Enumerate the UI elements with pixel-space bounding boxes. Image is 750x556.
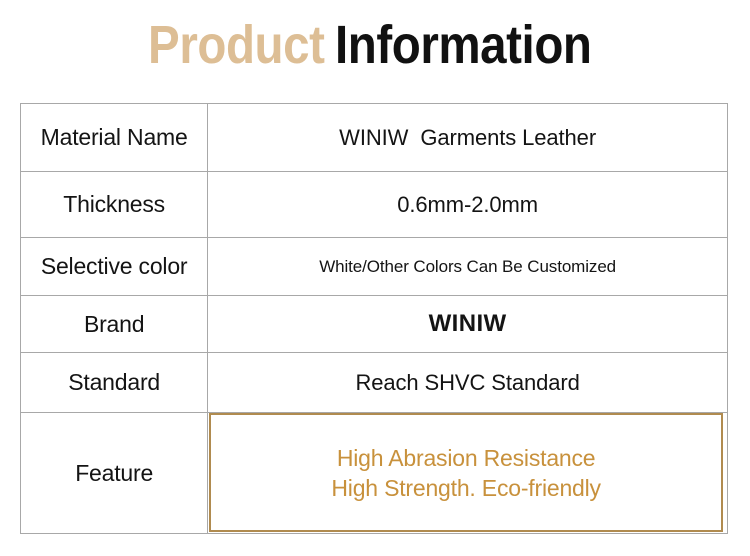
spec-label-feature: Feature	[19, 412, 209, 534]
table-row: Selective color White/Other Colors Can B…	[19, 237, 728, 296]
product-spec-table: Material Name WINIW Garments Leather Thi…	[19, 103, 728, 534]
spec-value-feature-cell: High Abrasion Resistance High Strength. …	[207, 412, 728, 534]
table-row: Brand WINIW	[19, 295, 728, 353]
spec-value-feature: High Abrasion Resistance High Strength. …	[331, 444, 601, 501]
table-row: Material Name WINIW Garments Leather	[19, 103, 728, 172]
page-title-plain-word: Information	[334, 15, 592, 75]
feature-highlight-box: High Abrasion Resistance High Strength. …	[209, 413, 723, 532]
page-title: Product Information	[0, 14, 750, 76]
spec-label-standard: Standard	[19, 352, 209, 413]
spec-label-material-name: Material Name	[19, 103, 209, 172]
spec-value-standard: Reach SHVC Standard	[207, 352, 728, 413]
spec-label-brand: Brand	[19, 295, 209, 353]
spec-value-material-name: WINIW Garments Leather	[207, 103, 728, 172]
table-row: Standard Reach SHVC Standard	[19, 352, 728, 413]
spec-label-selective-color: Selective color	[19, 237, 209, 296]
table-row: Feature High Abrasion Resistance High St…	[19, 412, 728, 534]
spec-value-selective-color: White/Other Colors Can Be Customized	[207, 237, 728, 296]
spec-value-thickness: 0.6mm-2.0mm	[207, 171, 728, 238]
page-title-highlight-word: Product	[148, 15, 325, 75]
spec-value-brand: WINIW	[207, 295, 728, 353]
table-row: Thickness 0.6mm-2.0mm	[19, 171, 728, 238]
spec-label-thickness: Thickness	[19, 171, 209, 238]
